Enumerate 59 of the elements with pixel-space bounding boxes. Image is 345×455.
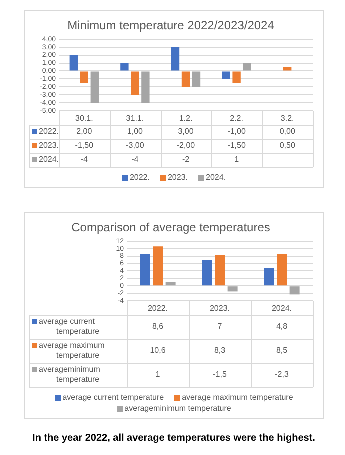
x-tick-label: 1.2. [179,114,193,124]
chart-title: Minimum temperature 2022/2023/2024 [68,18,275,33]
legend-label: average current temperature [39,317,100,336]
text: average maximum temperature [182,393,294,402]
data-label: 8,5 [276,346,288,356]
data-label: 7 [218,322,223,332]
chart-title: Comparison of average temperatures [72,220,270,235]
x-tick-label: 2.2. [230,114,244,124]
legend-label: 2024. [39,155,60,164]
data-label: 1,00 [127,127,144,136]
legend-label: 2022. [39,127,60,136]
bar [70,55,78,71]
bar [90,72,99,104]
x-tick-label: 31.1. [126,114,144,124]
data-label: -2,00 [176,141,196,150]
bar [222,72,230,80]
data-label: 1 [156,370,161,380]
data-label: 3,00 [178,127,194,136]
data-label: 0,00 [280,127,296,136]
bar [232,72,241,84]
data-label: -4 [132,155,140,164]
bar [120,63,129,71]
legend-label: 2023. [39,141,60,150]
bar [131,72,140,96]
bar [243,63,252,71]
data-label: -1,50 [75,141,94,150]
category-label: 2023. [168,173,188,182]
text: averageminimum temperature [124,404,232,413]
bar [182,72,190,88]
data-label: 1 [234,155,240,164]
data-label: 8,6 [152,322,164,332]
data-label: 4,8 [276,322,288,332]
category-label: 2024. [206,173,226,182]
data-label: -3,00 [126,141,145,150]
data-label: -1,5 [213,370,228,380]
legend-label: average maximum temperature [39,341,106,360]
data-label: -4 [80,155,88,164]
category-label: 2022. [130,173,150,182]
legend-label: averageminimum temperature [39,365,101,384]
bar [142,72,150,104]
text: average current temperature [62,393,164,402]
x-tick-label: 30.1. [76,114,94,124]
data-label: -2 [182,155,190,164]
x-tick-label: 2022. [148,304,168,314]
data-label: 2,00 [76,127,93,136]
data-label: -2,3 [275,370,290,380]
data-label: 0,50 [280,141,296,150]
bar [80,72,88,84]
bar [171,47,180,71]
bar [192,72,201,88]
data-label: 10,6 [150,346,166,356]
bar [284,67,292,71]
data-label: 8,3 [214,346,226,356]
data-label: -1,50 [228,141,246,150]
text: In the year 2022, all average temperatures were the highest. [32,433,316,444]
x-tick-label: 2024. [272,304,292,314]
data-label: -1,00 [228,127,246,136]
x-tick-label: 2023. [210,304,230,314]
x-tick-label: 3.2. [280,114,294,124]
